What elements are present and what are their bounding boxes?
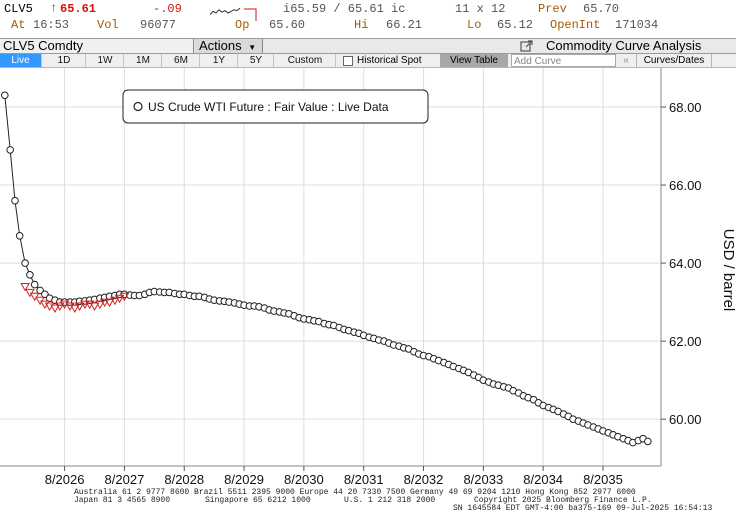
legend-label: US Crude WTI Future : Fair Value : Live … [148, 100, 389, 114]
export-icon[interactable] [520, 40, 533, 52]
legend-circle-icon [133, 101, 143, 112]
y-axis-ticks: 60.00 62.00 64.00 66.00 68.00 [661, 100, 702, 427]
curve-point [11, 196, 19, 205]
fair-value-point [80, 300, 90, 310]
security-field[interactable]: CLV5 Comdty [0, 39, 194, 53]
y-tick-label: 60.00 [669, 412, 702, 427]
last-price: 65.61 [60, 2, 97, 16]
actions-label: Actions [199, 38, 242, 53]
y-axis-label: USD / barrel [720, 229, 736, 312]
footer-phone-line1: Australia 61 2 9777 8600 Brazil 5511 239… [74, 488, 636, 497]
up-arrow-icon: ↑ [50, 1, 58, 15]
curve-point [21, 259, 29, 267]
vol-value: 96077 [140, 18, 177, 32]
x-tick-label: 8/2033 [463, 472, 503, 487]
curve-point [644, 437, 652, 446]
x-tick-label: 8/2028 [164, 472, 204, 487]
period-5y-button[interactable]: 5Y [239, 54, 274, 67]
high-label: Hi [354, 18, 369, 32]
fair-value-point [110, 296, 120, 306]
fair-value-point [20, 283, 30, 292]
fair-value-point [104, 298, 115, 308]
curve-point [30, 280, 39, 289]
open-value: 65.60 [269, 18, 306, 32]
fair-value-point [89, 302, 100, 312]
footer-phone-singapore: Singapore 65 6212 1000 [205, 496, 311, 505]
at-time: 16:53 [33, 18, 70, 32]
footer: Australia 61 2 9777 8600 Brazil 5511 239… [0, 488, 736, 530]
x-tick-label: 8/2027 [105, 472, 145, 487]
period-bar: Live 1D 1W 1M 6M 1Y 5Y Custom Historical… [0, 54, 736, 68]
curve-point [26, 271, 34, 279]
fair-value-point [74, 302, 85, 312]
prev-label: Prev [538, 2, 567, 16]
x-tick-label: 8/2032 [404, 472, 444, 487]
period-1d-button[interactable]: 1D [43, 54, 86, 67]
curve-point [15, 232, 24, 240]
caret-down-icon: ▼ [248, 43, 257, 52]
net-change: -.09 [153, 2, 182, 16]
curve-point [1, 91, 9, 100]
nav-back-button[interactable]: « [623, 55, 629, 66]
bid-ask: i65.59 / 65.61 ic [283, 2, 406, 16]
y-tick-label: 68.00 [669, 100, 702, 115]
period-6m-button[interactable]: 6M [163, 54, 200, 67]
period-1m-button[interactable]: 1M [125, 54, 162, 67]
fair-value-markers [20, 283, 130, 314]
fair-value-point [99, 298, 110, 308]
vol-label: Vol [97, 18, 119, 32]
x-axis-ticks: 8/2026 8/2027 8/2028 8/2029 8/2030 8/2031 8/20… [45, 466, 623, 487]
historical-spot-label: Historical Spot [357, 55, 422, 66]
period-1y-button[interactable]: 1Y [201, 54, 238, 67]
curve-markers [1, 91, 652, 447]
curves-dates-button[interactable]: Curves/Dates [636, 54, 712, 67]
footer-phone-us: U.S. 1 212 318 2000 [344, 496, 436, 505]
x-tick-label: 8/2034 [523, 472, 563, 487]
historical-spot-checkbox[interactable] [343, 56, 353, 66]
fair-value-point [50, 304, 60, 314]
y-tick-label: 66.00 [669, 178, 702, 193]
fair-value-point [119, 292, 130, 302]
add-curve-input[interactable]: Add Curve [511, 54, 616, 67]
prev-value: 65.70 [583, 2, 620, 16]
fair-value-point [114, 294, 125, 304]
low-label: Lo [467, 18, 482, 32]
x-tick-label: 8/2035 [583, 472, 623, 487]
openint-value: 171034 [615, 18, 659, 32]
fair-value-point [95, 300, 105, 310]
quote-header: CLV5 ↑ 65.61 -.09 i65.59 / 65.61 ic 11 x… [0, 0, 736, 38]
x-tick-label: 8/2026 [45, 472, 85, 487]
x-tick-label: 8/2030 [284, 472, 324, 487]
actions-menu-button[interactable]: Actions ▼ [195, 39, 263, 53]
period-1w-button[interactable]: 1W [87, 54, 124, 67]
toolbar: CLV5 Comdty Actions ▼ Commodity Curve An… [0, 38, 736, 54]
view-table-button[interactable]: View Table [440, 54, 508, 67]
high-value: 66.21 [386, 18, 423, 32]
y-tick-label: 62.00 [669, 334, 702, 349]
openint-label: OpenInt [550, 18, 601, 32]
period-custom-button[interactable]: Custom [275, 54, 336, 67]
fair-value-point [54, 302, 65, 312]
sparkline-icon [210, 7, 257, 21]
low-value: 65.12 [497, 18, 534, 32]
curve-point [6, 146, 14, 154]
x-tick-label: 8/2029 [224, 472, 264, 487]
chart-grid [0, 68, 661, 466]
fair-value-point [69, 304, 80, 314]
open-label: Op [235, 18, 250, 32]
footer-session-info: SN 1645584 EDT GMT-4:00 ba375-169 09-Jul… [453, 504, 713, 513]
legend-box[interactable]: US Crude WTI Future : Fair Value : Live … [122, 89, 429, 124]
x-tick-label: 8/2031 [344, 472, 384, 487]
app-title: Commodity Curve Analysis [546, 38, 702, 53]
ticker-symbol[interactable]: CLV5 [4, 2, 33, 16]
curve-point [36, 286, 44, 295]
footer-phone-japan: Japan 81 3 4565 8900 [74, 496, 171, 505]
at-label: At [11, 18, 26, 32]
period-live-button[interactable]: Live [0, 54, 42, 67]
y-tick-label: 64.00 [669, 256, 702, 271]
footer-copyright: Copyright 2025 Bloomberg Finance L.P. [474, 496, 652, 505]
bid-ask-size: 11 x 12 [455, 2, 506, 16]
